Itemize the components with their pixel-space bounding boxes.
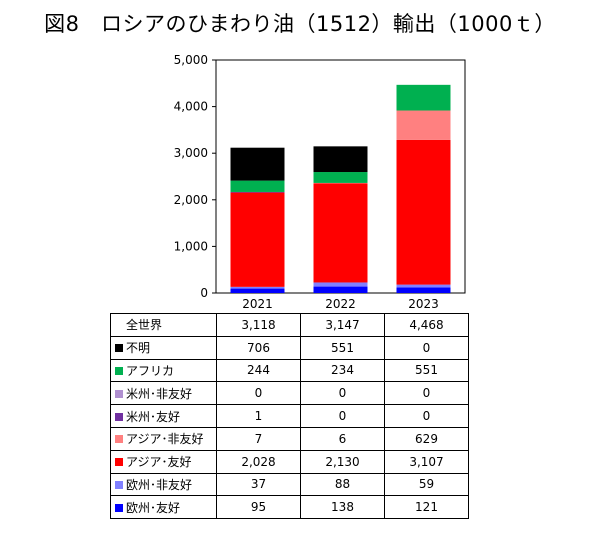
x-tick-label: 2021 [242,297,273,311]
legend-label: 欧州･友好 [126,500,181,515]
data-label: 0 [216,381,301,406]
legend-swatch [115,503,123,512]
bar-segment [313,286,368,293]
data-label: 0 [384,404,469,428]
y-tick-label: 4,000 [174,100,208,114]
data-label: 551 [300,335,385,360]
data-label: 88 [300,472,385,497]
total-label: 全世界 [110,313,217,337]
data-label: 0 [384,335,469,360]
table-row: 欧州･友好 95 138 121 [110,495,469,520]
legend-swatch [115,412,123,421]
table-row: 不明 706 551 0 [110,335,469,360]
legend-label: 欧州･非友好 [126,477,193,492]
data-label: 95 [216,495,301,520]
table-row: アジア･非友好 7 6 629 [110,426,469,451]
bar-segment [313,172,368,183]
data-label: 4,468 [384,313,469,337]
row-label-cell: アジア･友好 [110,449,217,474]
data-label: 1 [216,404,301,428]
data-label: 244 [216,358,301,383]
bar-segment [230,286,285,289]
row-label-cell: アフリカ [110,358,217,383]
data-label: 0 [300,404,385,428]
row-label-cell: 不明 [110,335,217,360]
data-table: 全世界 3,118 3,147 4,468 不明 706 551 0 アフリカ 244 234 551… [110,313,469,520]
bars [230,84,451,293]
legend-label: アフリカ [126,363,175,378]
data-label: 6 [300,426,385,451]
legend-label: アジア･友好 [126,455,192,470]
legend-swatch [115,344,123,353]
y-axis: 0 1,000 2,000 3,000 4,000 5,000 [174,53,216,300]
table-row: 全世界 3,118 3,147 4,468 [110,313,469,337]
data-label: 234 [300,358,385,383]
legend-swatch [115,458,123,467]
legend-swatch [115,366,123,375]
data-label: 37 [216,472,301,497]
bar-segment [313,183,368,283]
row-label-cell: 欧州･友好 [110,495,217,520]
bar-segment [396,284,451,288]
data-label: 3,107 [384,449,469,474]
table-row: アジア･友好 2,028 2,130 3,107 [110,449,469,474]
row-label-cell: 欧州･非友好 [110,472,217,497]
data-label: 3,147 [300,313,385,337]
data-label: 2,130 [300,449,385,474]
bar-segment [230,147,285,181]
bar-segment [396,287,451,293]
data-label: 706 [216,335,301,360]
bar-segment [396,84,451,111]
bar-segment [313,146,368,173]
y-tick-label: 0 [200,286,208,300]
legend-label: アジア･非友好 [126,432,204,447]
y-tick-label: 2,000 [174,193,208,207]
bar-segment [230,192,285,287]
bar-segment [396,110,451,140]
table-row: 米州･友好 1 0 0 [110,404,469,428]
legend-swatch [115,389,123,398]
bar-segment [313,282,368,287]
data-label: 629 [384,426,469,451]
table-row: 欧州･非友好 37 88 59 [110,472,469,497]
bar-segment [396,139,451,285]
table-row: 米州･非友好 0 0 0 [110,381,469,406]
stacked-bar-chart: 0 1,000 2,000 3,000 4,000 5,000 2021 2022 2023 [174,53,466,311]
data-label: 3,118 [216,313,301,337]
y-tick-label: 1,000 [174,239,208,253]
y-tick-label: 3,000 [174,146,208,160]
chart-title: 図8 ロシアのひまわり油（1512）輸出（1000ｔ） [44,12,556,36]
data-label: 121 [384,495,469,520]
data-label: 0 [384,381,469,406]
data-label: 59 [384,472,469,497]
data-label: 7 [216,426,301,451]
legend-label: 米州･友好 [126,409,181,424]
data-label: 0 [300,381,385,406]
bar-segment [230,180,285,192]
bar-segment [230,288,285,293]
x-tick-label: 2023 [408,297,439,311]
table-row: アフリカ 244 234 551 [110,358,469,383]
legend-label: 米州･非友好 [126,386,193,401]
legend-label: 不明 [126,341,151,356]
x-tick-label: 2022 [325,297,356,311]
bar-segment [230,191,285,193]
row-label-cell: 米州･非友好 [110,381,217,406]
legend-swatch [115,480,123,489]
x-axis: 2021 2022 2023 [242,297,439,311]
data-label: 138 [300,495,385,520]
legend-swatch [115,435,123,444]
data-label: 551 [384,358,469,383]
bar-segment [313,182,368,184]
data-label: 2,028 [216,449,301,474]
row-label-cell: 米州･友好 [110,404,217,428]
y-tick-label: 5,000 [174,53,208,67]
row-label-cell: アジア･非友好 [110,426,217,451]
